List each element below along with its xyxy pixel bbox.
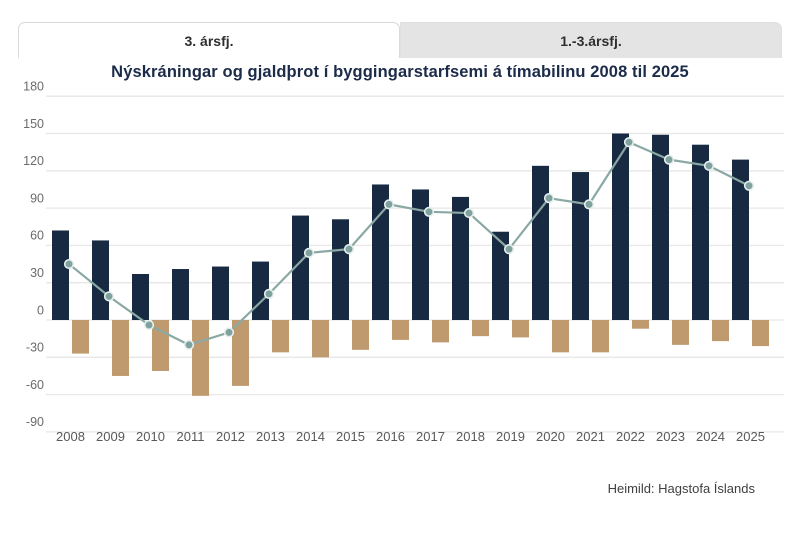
net-marker-2025[interactable]: [743, 180, 755, 191]
tab-quarter-3-label: 3. ársfj.: [184, 32, 234, 49]
x-tick-label-2024: 2024: [696, 429, 725, 444]
x-tick-label-2013: 2013: [256, 429, 285, 444]
y-tick-label-180: 180: [23, 80, 44, 94]
x-tick-label-2017: 2017: [416, 429, 445, 444]
bar-bankruptcies-2015[interactable]: [352, 320, 369, 350]
net-marker-2020[interactable]: [543, 193, 555, 204]
net-marker-2008[interactable]: [63, 258, 75, 270]
bar-registrations-2025[interactable]: [732, 159, 749, 320]
tab-bar: 3. ársfj. 1.-3.ársfj.: [18, 22, 782, 58]
bar-bankruptcies-2018[interactable]: [472, 320, 489, 337]
net-marker-2022[interactable]: [623, 137, 635, 148]
bar-registrations-2012[interactable]: [212, 266, 229, 320]
y-tick-label-60: 60: [30, 229, 44, 243]
bar-bankruptcies-2012[interactable]: [232, 320, 249, 386]
x-tick-label-2021: 2021: [576, 429, 605, 444]
bar-registrations-2021[interactable]: [572, 172, 589, 320]
net-marker-2019[interactable]: [503, 244, 515, 255]
net-marker-2010[interactable]: [143, 319, 155, 331]
net-marker-2009[interactable]: [103, 291, 115, 302]
tab-quarter-3[interactable]: 3. ársfj.: [18, 22, 400, 58]
net-marker-2016[interactable]: [383, 199, 395, 210]
bar-registrations-2011[interactable]: [172, 269, 189, 320]
x-tick-label-2015: 2015: [336, 429, 365, 444]
net-marker-2018[interactable]: [463, 207, 475, 219]
bar-bankruptcies-2025[interactable]: [752, 320, 769, 347]
source-credit: Heimild: Hagstofa Íslands: [607, 481, 755, 496]
bar-bankruptcies-2022[interactable]: [632, 320, 649, 329]
x-tick-label-2025: 2025: [736, 429, 765, 444]
bar-bankruptcies-2013[interactable]: [272, 320, 289, 353]
bar-registrations-2009[interactable]: [92, 240, 109, 320]
bar-bankruptcies-2019[interactable]: [512, 320, 529, 338]
net-marker-2023[interactable]: [663, 154, 675, 165]
bar-bankruptcies-2020[interactable]: [552, 320, 569, 353]
net-marker-2012[interactable]: [223, 327, 235, 338]
bar-bankruptcies-2024[interactable]: [712, 320, 729, 342]
y-tick-label--90: -90: [26, 415, 44, 429]
net-marker-2011[interactable]: [183, 339, 195, 350]
bar-registrations-2015[interactable]: [332, 219, 349, 320]
x-tick-label-2020: 2020: [536, 429, 565, 444]
x-tick-label-2008: 2008: [56, 429, 85, 444]
x-tick-label-2016: 2016: [376, 429, 405, 444]
bar-registrations-2020[interactable]: [532, 165, 549, 320]
x-tick-label-2014: 2014: [296, 429, 325, 444]
bar-registrations-2019[interactable]: [492, 231, 509, 320]
bar-bankruptcies-2023[interactable]: [672, 320, 689, 345]
bar-bankruptcies-2021[interactable]: [592, 320, 609, 353]
net-marker-2014[interactable]: [303, 247, 315, 258]
y-tick-label-90: 90: [30, 191, 44, 205]
y-tick-label--30: -30: [26, 341, 44, 355]
net-line: [68, 141, 750, 346]
net-marker-2021[interactable]: [583, 199, 595, 210]
bar-registrations-2017[interactable]: [412, 189, 429, 320]
tab-quarters-1-3[interactable]: 1.-3.ársfj.: [400, 22, 782, 58]
y-tick-label-0: 0: [37, 303, 44, 317]
y-tick-label-30: 30: [30, 266, 44, 280]
y-tick-label-120: 120: [23, 154, 44, 168]
x-tick-label-2012: 2012: [216, 429, 245, 444]
net-marker-2015[interactable]: [343, 244, 355, 255]
bar-registrations-2024[interactable]: [692, 144, 709, 320]
bar-registrations-2008[interactable]: [52, 230, 69, 320]
x-tick-label-2023: 2023: [656, 429, 685, 444]
bar-registrations-2010[interactable]: [132, 273, 149, 320]
chart-title: Nýskráningar og gjaldþrot í byggingarsta…: [111, 63, 689, 81]
x-tick-label-2018: 2018: [456, 429, 485, 444]
y-tick-label-150: 150: [23, 117, 44, 131]
bar-bankruptcies-2009[interactable]: [112, 320, 129, 376]
bar-bankruptcies-2008[interactable]: [72, 320, 89, 354]
bar-registrations-2023[interactable]: [652, 134, 669, 320]
bar-bankruptcies-2016[interactable]: [392, 320, 409, 340]
bar-bankruptcies-2014[interactable]: [312, 320, 329, 358]
net-marker-2017[interactable]: [423, 206, 435, 217]
bar-bankruptcies-2011[interactable]: [192, 320, 209, 396]
tab-quarters-1-3-label: 1.-3.ársfj.: [560, 32, 622, 49]
bar-registrations-2018[interactable]: [452, 196, 469, 320]
x-tick-label-2010: 2010: [136, 429, 165, 444]
y-tick-label--60: -60: [26, 378, 44, 392]
bar-registrations-2022[interactable]: [612, 133, 629, 320]
net-marker-2024[interactable]: [703, 160, 715, 171]
bar-registrations-2014[interactable]: [292, 215, 309, 320]
bar-bankruptcies-2017[interactable]: [432, 320, 449, 343]
x-tick-label-2011: 2011: [177, 429, 205, 444]
x-tick-label-2019: 2019: [496, 429, 525, 444]
x-tick-label-2022: 2022: [616, 429, 645, 444]
net-marker-2013[interactable]: [263, 288, 275, 299]
x-tick-label-2009: 2009: [96, 429, 125, 444]
